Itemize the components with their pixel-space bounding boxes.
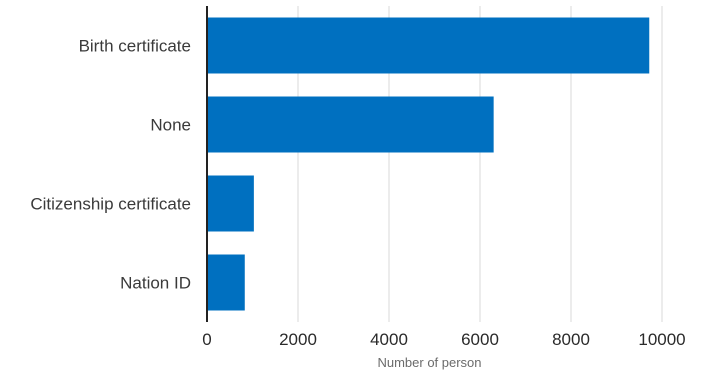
category-label-birth-certificate: Birth certificate bbox=[79, 37, 191, 56]
x-tick-label-6000: 6000 bbox=[461, 330, 499, 349]
x-tick-label-4000: 4000 bbox=[370, 330, 408, 349]
x-tick-label-0: 0 bbox=[202, 330, 211, 349]
x-tick-label-8000: 8000 bbox=[552, 330, 590, 349]
x-tick-labels: 0 2000 4000 6000 8000 10000 bbox=[202, 330, 685, 349]
category-label-nation-id: Nation ID bbox=[120, 274, 191, 293]
category-label-none: None bbox=[150, 116, 191, 135]
category-labels: Birth certificate None Citizenship certifi… bbox=[30, 37, 191, 293]
x-tick-label-2000: 2000 bbox=[279, 330, 317, 349]
category-label-citizenship-certificate: Citizenship certificate bbox=[30, 195, 191, 214]
x-tick-label-10000: 10000 bbox=[638, 330, 685, 349]
bar-citizenship-certificate bbox=[207, 175, 254, 232]
bar-nation-id bbox=[207, 254, 245, 311]
bars bbox=[207, 17, 650, 311]
bar-none bbox=[207, 96, 494, 153]
bar-birth-certificate bbox=[207, 17, 650, 74]
x-axis-title: Number of person bbox=[377, 355, 481, 370]
